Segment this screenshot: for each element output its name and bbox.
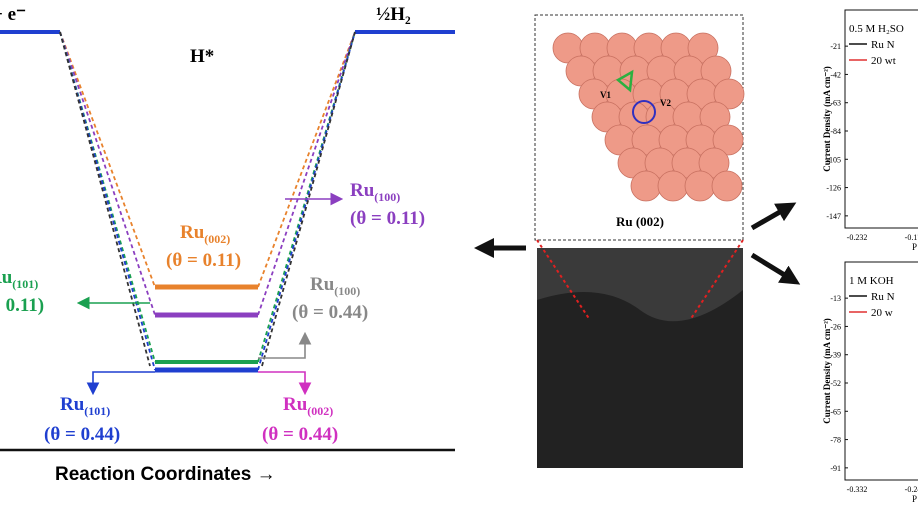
connectors [59, 31, 356, 371]
y-tick-label: -105 [826, 155, 841, 164]
x-tick-label: -0.332 [847, 485, 868, 494]
intermediate: H* [190, 46, 214, 67]
x-axis-label: P [912, 494, 917, 504]
element: Ru [310, 274, 335, 295]
lsv-panels: 0.5 M H₂SO Ru N 20 wt -21 -42 -63 -84 -105 -126 -… [822, 9, 918, 504]
facet: (002) [204, 232, 230, 246]
legend-entry: Ru N [871, 291, 895, 303]
electrolyte: 0.5 M H₂SO [849, 23, 904, 35]
model-label: Ru (002) [616, 214, 664, 229]
facet: (101) [12, 277, 38, 291]
initial-state: + e⁻ [0, 4, 26, 25]
y-tick-label: -52 [830, 379, 841, 388]
atom [684, 170, 716, 202]
coverage: (θ = 0.11) [166, 250, 241, 271]
facet: (100) [374, 190, 400, 204]
element: Ru [180, 222, 205, 243]
element: Ru [60, 394, 85, 415]
legend-entry: 20 w [871, 307, 893, 319]
y-tick-label: -147 [826, 212, 841, 221]
facet: (002) [307, 404, 333, 418]
coverage: (θ = 0.44) [262, 424, 338, 445]
site [615, 69, 634, 93]
y-tick-label: -26 [830, 322, 841, 331]
level-label: Ru(100) [310, 274, 360, 298]
coverage: (θ = 0.44) [292, 302, 368, 323]
y-tick-label: -84 [830, 127, 841, 136]
element: Ru [350, 180, 375, 201]
y-tick-label: -13 [830, 294, 841, 303]
model-panel: V1 V2 Ru (002) [474, 14, 801, 468]
y-tick-label: -126 [826, 184, 841, 193]
level-labels: Ru(100)(θ = 0.11)Ru(002)(θ = 0.11)Ru(101… [0, 180, 425, 445]
atoms [552, 32, 745, 202]
atom [657, 170, 689, 202]
y-tick-label: -91 [830, 464, 841, 473]
x-tick-label: -0.174 [905, 233, 918, 242]
facet: (101) [84, 404, 110, 418]
arrow [750, 202, 797, 231]
arrow [750, 252, 801, 285]
x-axis-label: Reaction Coordinates → [55, 464, 276, 485]
atom [712, 124, 744, 156]
atom [711, 170, 743, 202]
y-tick-label: -78 [830, 436, 841, 445]
site [632, 100, 656, 124]
tem-texture [537, 290, 743, 468]
site-label: V2 [660, 98, 671, 108]
y-tick-label: -42 [830, 70, 841, 79]
y-axis-label: Current Density (mA cm⁻²) [822, 318, 832, 424]
y-tick-label: -63 [830, 99, 841, 108]
final-state: ½H₂ [376, 4, 411, 25]
electrolyte: 1 M KOH [849, 275, 894, 287]
level-label: Ru(002) [180, 222, 230, 246]
level-label: Ru(002) [283, 394, 333, 418]
arrows [76, 192, 344, 396]
y-tick-label: -21 [830, 42, 841, 51]
level-label: Ru(101) [0, 267, 38, 291]
legend-entry: Ru N [871, 39, 895, 51]
plot-frame [844, 9, 918, 229]
energy-diagram: + e⁻ ½H₂ H* Ru(100)(θ = 0.11)Ru(002)(θ =… [0, 4, 455, 485]
coverage: (θ = 0.11) [350, 208, 425, 229]
atom [630, 170, 662, 202]
atom [713, 78, 745, 110]
x-tick-label: -0.249 [905, 485, 918, 494]
legend-entry: 20 wt [871, 55, 896, 67]
site-label: V1 [600, 90, 611, 100]
y-axis-label: Current Density (mA cm⁻²) [822, 66, 832, 172]
level-label: Ru(101) [60, 394, 110, 418]
element: Ru [0, 267, 13, 288]
y-tick-label: -39 [830, 351, 841, 360]
y-tick-label: -65 [830, 407, 841, 416]
coverage: = 0.11) [0, 295, 44, 316]
plot-frame [844, 261, 918, 481]
coverage: (θ = 0.44) [44, 424, 120, 445]
zoom-lines [536, 239, 744, 321]
level-label: Ru(100) [350, 180, 400, 204]
facet: (100) [334, 284, 360, 298]
x-tick-label: -0.232 [847, 233, 868, 242]
element: Ru [283, 394, 308, 415]
x-axis-label: P [912, 242, 917, 252]
